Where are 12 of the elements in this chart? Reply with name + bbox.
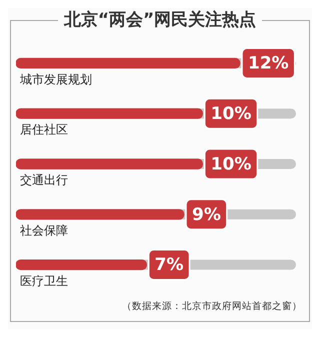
data-label: 10% — [210, 154, 252, 174]
y-tick-label: 居住社区 — [20, 122, 68, 137]
data-label: 9% — [192, 204, 221, 225]
y-tick-label: 医疗卫生 — [20, 274, 68, 288]
y-tick-label: 社会保障 — [20, 224, 68, 238]
y-tick-label: 城市发展规划 — [19, 72, 92, 86]
data-label: 10% — [210, 104, 252, 124]
data-label: 7% — [154, 255, 184, 276]
data-label: 12% — [248, 54, 289, 74]
y-tick-label: 交通出行 — [20, 173, 68, 188]
chart-title: 北京“两会”网民关注热点 — [58, 10, 262, 30]
annotation: （数据来源：北京市政府网站首都之窗） — [122, 300, 302, 313]
